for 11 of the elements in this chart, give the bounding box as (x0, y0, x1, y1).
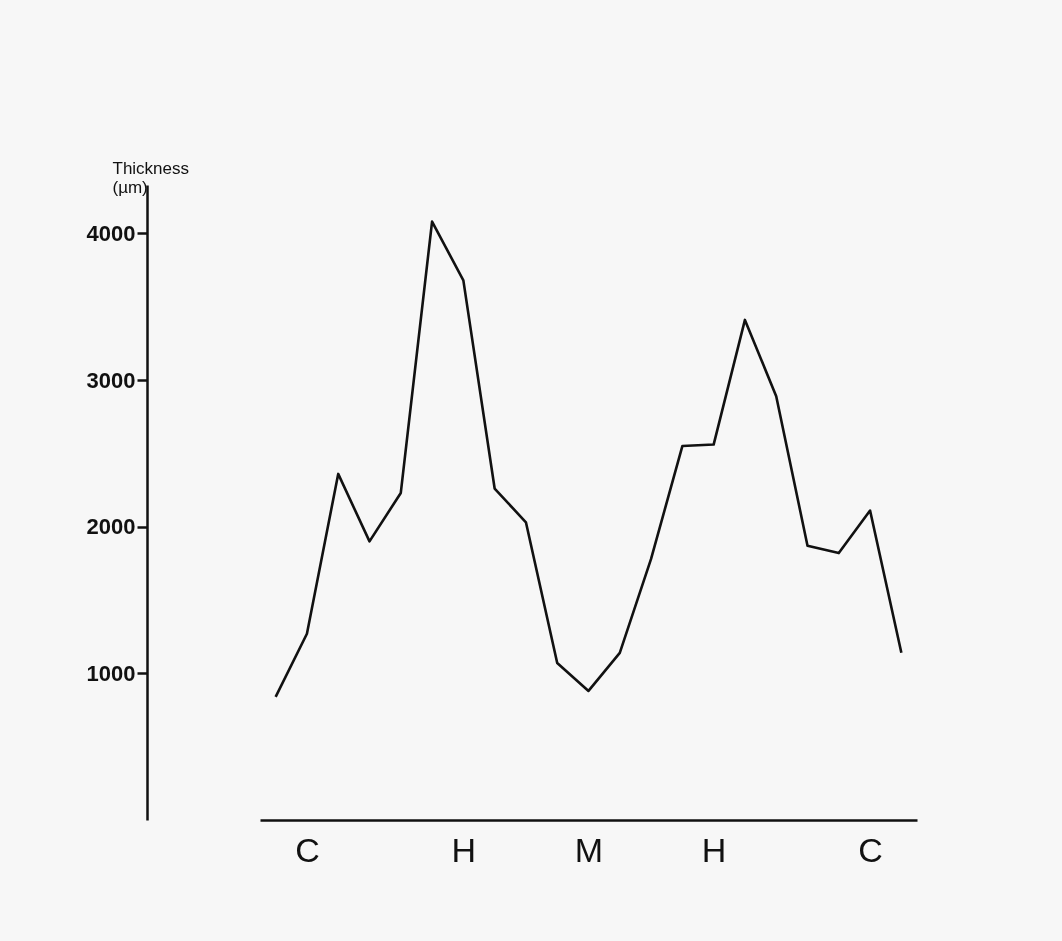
x-tick-label: C (295, 830, 320, 869)
y-tick-label: 2000 (86, 514, 136, 540)
x-tick-label: M (574, 830, 604, 869)
line-series (274, 220, 903, 699)
y-tick-label: 4000 (86, 220, 136, 246)
x-tick-label: H (451, 830, 477, 869)
x-tick-label: C (858, 830, 883, 869)
y-tick-label: 1000 (86, 660, 136, 686)
y-tick-label: 3000 (86, 367, 136, 393)
y-axis-title: Thickness (µm) (112, 158, 190, 197)
x-tick-label: H (701, 830, 727, 869)
